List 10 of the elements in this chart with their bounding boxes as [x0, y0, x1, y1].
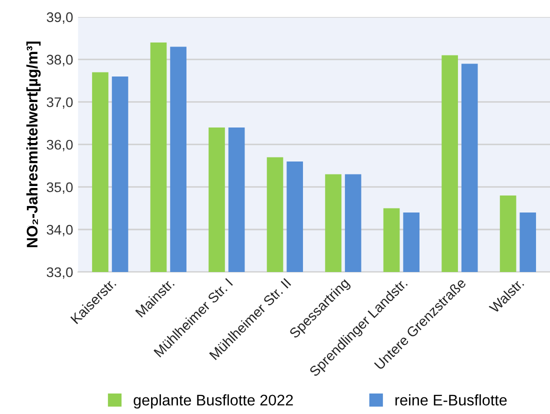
y-tick-label: 35,0	[46, 182, 73, 194]
y-tick-label: 39,0	[46, 12, 73, 24]
y-tick-label: 38,0	[46, 54, 73, 66]
y-tick-label: 37,0	[46, 97, 73, 109]
legend-label: reine E-Busflotte	[395, 394, 507, 406]
y-axis-title: NO₂-Jahresmittelwert[µg/m³]	[26, 42, 41, 248]
y-tick-label: 34,0	[46, 224, 73, 236]
legend-label: geplante Busflotte 2022	[134, 394, 293, 409]
y-tick-label: 36,0	[46, 140, 73, 152]
y-tick-label: 33,0	[46, 267, 73, 279]
